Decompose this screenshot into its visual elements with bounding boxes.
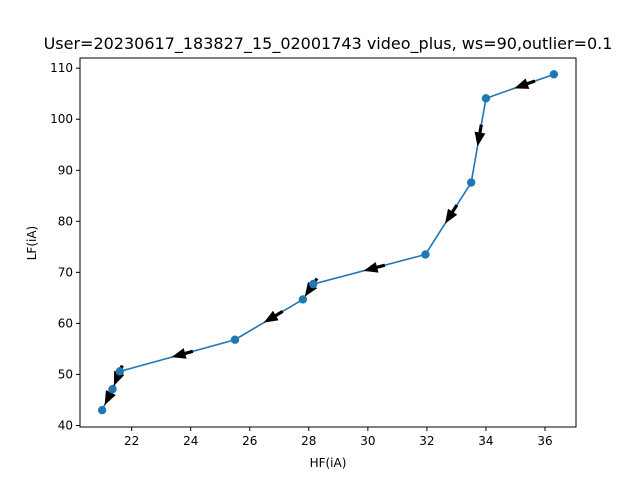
- y-tick-label: 70: [58, 265, 73, 279]
- y-tick-label: 90: [58, 163, 73, 177]
- data-point: [230, 335, 240, 344]
- plot-area: 22 24 26 28 30 32 34 36 40 50 60 70 80 90 100 110: [50, 57, 577, 448]
- data-point: [115, 367, 125, 376]
- y-tick-label: 80: [58, 214, 73, 228]
- x-tick-label: 32: [419, 434, 434, 448]
- x-tick-label: 26: [242, 434, 257, 448]
- axes-frame: [79, 57, 577, 428]
- x-tick-label: 34: [478, 434, 493, 448]
- data-point: [298, 295, 308, 304]
- direction-arrow: [171, 348, 194, 359]
- data-point: [481, 94, 491, 103]
- data-point: [97, 405, 107, 415]
- direction-arrow: [363, 261, 386, 273]
- data-point: [549, 70, 559, 79]
- y-tick-label: 40: [58, 418, 73, 432]
- y-axis-label: LF(iA): [25, 226, 39, 261]
- direction-arrow: [445, 204, 459, 224]
- y-tick-label: 110: [50, 61, 73, 75]
- data-point: [466, 178, 476, 187]
- x-tick-label: 22: [124, 434, 139, 448]
- chart-title: User=20230617_183827_15_02001743 video_p…: [44, 34, 613, 54]
- direction-arrow: [514, 78, 536, 89]
- data-point: [309, 279, 318, 289]
- y-tick-label: 50: [58, 367, 73, 381]
- data-point: [108, 385, 117, 394]
- x-axis-label: HF(iA): [310, 456, 347, 470]
- x-tick-label: 24: [183, 434, 198, 448]
- x-tick-label: 28: [301, 434, 316, 448]
- direction-arrow: [263, 310, 284, 323]
- x-tick-label: 36: [537, 434, 552, 448]
- y-tick-label: 100: [50, 112, 73, 126]
- x-tick-label: 30: [360, 434, 375, 448]
- direction-arrow: [474, 124, 486, 147]
- y-tick-label: 60: [58, 316, 73, 330]
- data-point: [421, 250, 430, 259]
